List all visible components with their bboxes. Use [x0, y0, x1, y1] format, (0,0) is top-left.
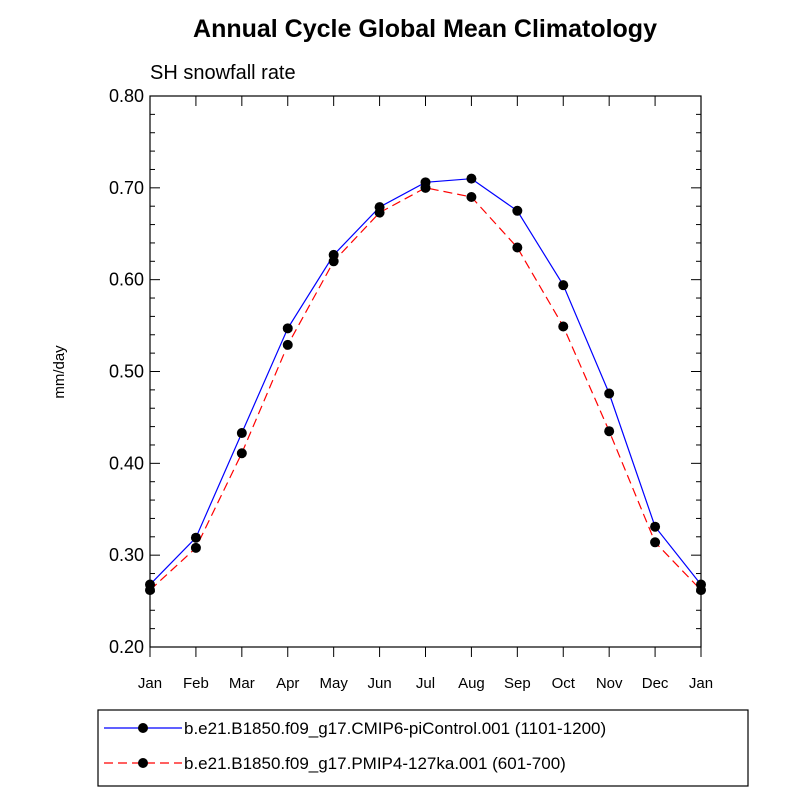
x-tick-label: Nov — [596, 675, 623, 692]
series-2-point — [650, 537, 661, 548]
series-2-point — [696, 585, 706, 596]
x-tick-label: Jan — [689, 675, 713, 692]
y-tick-label: 0.50 — [109, 362, 144, 382]
legend-label-2: b.e21.B1850.f09_g17.PMIP4-127ka.001 (601… — [184, 754, 566, 773]
series-line-2 — [149, 187, 702, 591]
y-axis-label: mm/day — [51, 345, 68, 399]
series-2-point — [604, 426, 615, 437]
series-2-point — [420, 182, 431, 193]
series-2-point — [512, 242, 523, 253]
x-tick-label: Aug — [458, 675, 485, 692]
x-tick-label: Mar — [229, 675, 255, 692]
series-2-point — [282, 339, 293, 350]
series-layer — [145, 173, 706, 596]
y-tick-label: 0.20 — [109, 637, 144, 657]
series-1-point — [650, 521, 661, 532]
series-2-point — [145, 585, 155, 596]
series-line-1 — [149, 178, 702, 586]
chart-title: Annual Cycle Global Mean Climatology — [193, 15, 657, 43]
x-tick-label: Oct — [552, 675, 576, 692]
y-tick-label: 0.40 — [109, 453, 144, 473]
series-1-point — [604, 388, 615, 399]
series-2-point — [466, 192, 477, 203]
x-tick-label: Dec — [642, 675, 669, 692]
x-tick-label: Jul — [416, 675, 435, 692]
series-2-point — [190, 542, 201, 553]
legend-label-1: b.e21.B1850.f09_g17.CMIP6-piControl.001 … — [184, 719, 606, 738]
series-2-point — [236, 448, 247, 459]
x-tick-label: Apr — [276, 675, 299, 692]
y-tick-label: 0.60 — [109, 270, 144, 290]
series-1-point — [190, 532, 201, 543]
y-tick-label: 0.30 — [109, 545, 144, 565]
series-2-point — [328, 256, 339, 267]
series-2-point — [558, 321, 569, 332]
legend-marker-1 — [138, 723, 148, 733]
legend: b.e21.B1850.f09_g17.CMIP6-piControl.001 … — [104, 719, 606, 773]
legend-marker-2 — [138, 758, 148, 768]
x-tick-label: Feb — [183, 675, 209, 692]
series-2-point — [374, 207, 385, 218]
x-tick-label: Sep — [504, 675, 531, 692]
legend-box — [97, 709, 749, 787]
y-tick-label: 0.80 — [109, 86, 144, 106]
series-1-point — [282, 323, 293, 334]
axis-ticks: 0.20 0.30 0.40 0.50 0.60 0.70 0.80 Jan Feb Mar Apr… — [109, 86, 713, 692]
series-1-point — [236, 428, 247, 439]
series-1-point — [558, 280, 569, 291]
x-tick-label: Jun — [367, 675, 391, 692]
x-tick-label: Jan — [138, 675, 162, 692]
x-tick-label: May — [319, 675, 348, 692]
series-1-point — [466, 173, 477, 184]
chart-subtitle: SH snowfall rate — [150, 62, 296, 84]
series-1-point — [512, 205, 523, 216]
y-tick-label: 0.70 — [109, 178, 144, 198]
